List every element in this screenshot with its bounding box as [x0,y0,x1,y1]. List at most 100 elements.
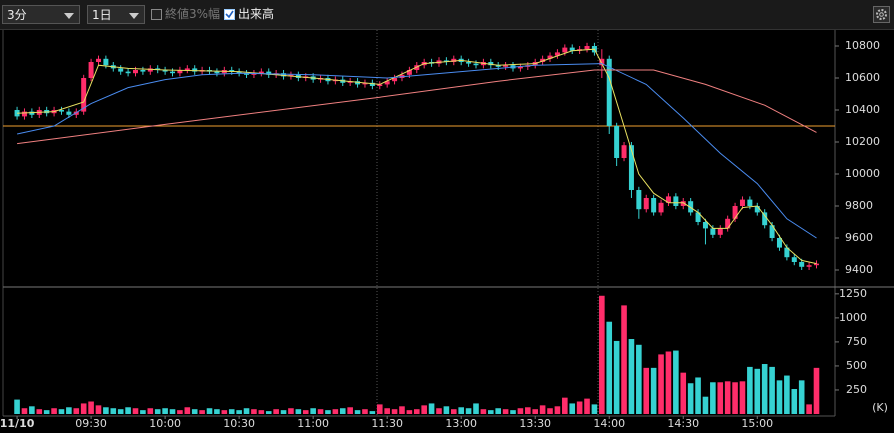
volume-bar [362,409,368,414]
volume-bar [273,409,279,414]
chart: (K) 9400 9600 9800 10000 10200 10400 10600 1080… [0,30,894,433]
candle-body [747,199,753,206]
volume-bar [569,403,576,414]
interval-value: 3分 [7,8,27,22]
volume-bar [562,397,568,414]
x-tick-label: 09:30 [75,417,107,430]
volume-bar [325,410,331,414]
candle-body [384,81,390,85]
candle-body [606,58,612,126]
candle-body [710,228,716,235]
volume-bar [73,408,80,414]
range-select[interactable]: 1日 [87,5,145,24]
volume-bar [702,396,709,414]
x-tick-label: 10:00 [149,417,181,430]
volume-bar [791,389,798,414]
volume-bar [421,405,427,414]
volume-bar [214,409,220,414]
candle-body [29,111,35,115]
volume-bar [606,321,613,414]
candle-body [688,201,694,213]
candle-body [503,65,509,67]
volume-option[interactable]: 出来高 [224,7,274,22]
volume-bar [399,406,405,414]
volume-bar [302,410,309,414]
candle-body [488,62,494,66]
candle-body [392,78,398,82]
volume-bar [473,403,479,414]
candle-body [517,66,523,69]
candle-body [554,52,560,56]
volume-bar [525,407,531,414]
volume-bar [495,408,502,414]
y-tick-label: 9800 [845,199,873,212]
candle-body [184,68,190,70]
interval-select[interactable]: 3分 [2,5,80,24]
volume-bar [184,407,191,414]
candle-body [266,71,272,75]
candle-body [125,71,131,74]
volume-bar [43,410,50,414]
volume-bar [162,408,168,414]
candle-body [73,111,79,115]
volume-bar [206,408,213,414]
volume-bar [236,410,242,414]
volume-bar [636,344,642,414]
candle-body [214,71,220,74]
candle-body [562,47,568,53]
candle-body [229,70,235,72]
candle-body [732,206,738,219]
candle-body [769,225,775,238]
close-range-option[interactable]: 終値3%幅 [151,7,220,22]
candle-body [406,70,412,75]
volume-bar [80,403,87,414]
candle-body [806,265,812,267]
candle-body [244,73,250,75]
volume-bar [14,399,20,414]
candle-body [147,68,153,72]
candle-body [66,111,72,115]
volume-bar [147,408,154,414]
y-tick-label: 10400 [845,103,880,116]
candle-body [754,206,760,213]
x-tick-label: 15:00 [741,417,773,430]
settings-button[interactable] [873,6,890,23]
candle-body [281,73,287,77]
candle-body [88,62,94,78]
volume-bar [510,410,516,414]
volume-bar [761,364,768,414]
candle-body [680,201,686,206]
volume-unit: (K) [872,401,888,414]
volume-tick-label: 1250 [839,287,867,300]
volume-bar [591,404,598,414]
volume-bar [576,401,583,414]
volume-bar [450,409,457,414]
volume-bar [265,411,272,414]
y-tick-label: 9400 [845,263,873,276]
candle-body [799,262,805,267]
volume-bar [117,409,124,414]
volume-bar [628,339,635,414]
candle-body [791,257,797,262]
volume-bar [169,409,176,414]
candle-body [21,111,27,117]
y-tick-label: 9600 [845,231,873,244]
volume-bar [258,410,265,414]
volume-bar [665,351,672,414]
candle-body [451,58,457,62]
volume-bar [599,295,605,414]
volume-bar [813,367,820,414]
candle-body [170,71,176,74]
volume-bar [784,375,790,414]
volume-bar [458,407,464,414]
volume-bar [21,408,28,414]
volume-bar [739,381,746,414]
volume-bar [66,407,72,414]
volume-bar [650,367,657,414]
candle-body [140,70,146,72]
candle-body [58,110,64,112]
y-tick-label: 10600 [845,71,880,84]
volume-bar [369,411,376,414]
volume-bar [717,382,724,414]
candle-body [717,228,723,235]
